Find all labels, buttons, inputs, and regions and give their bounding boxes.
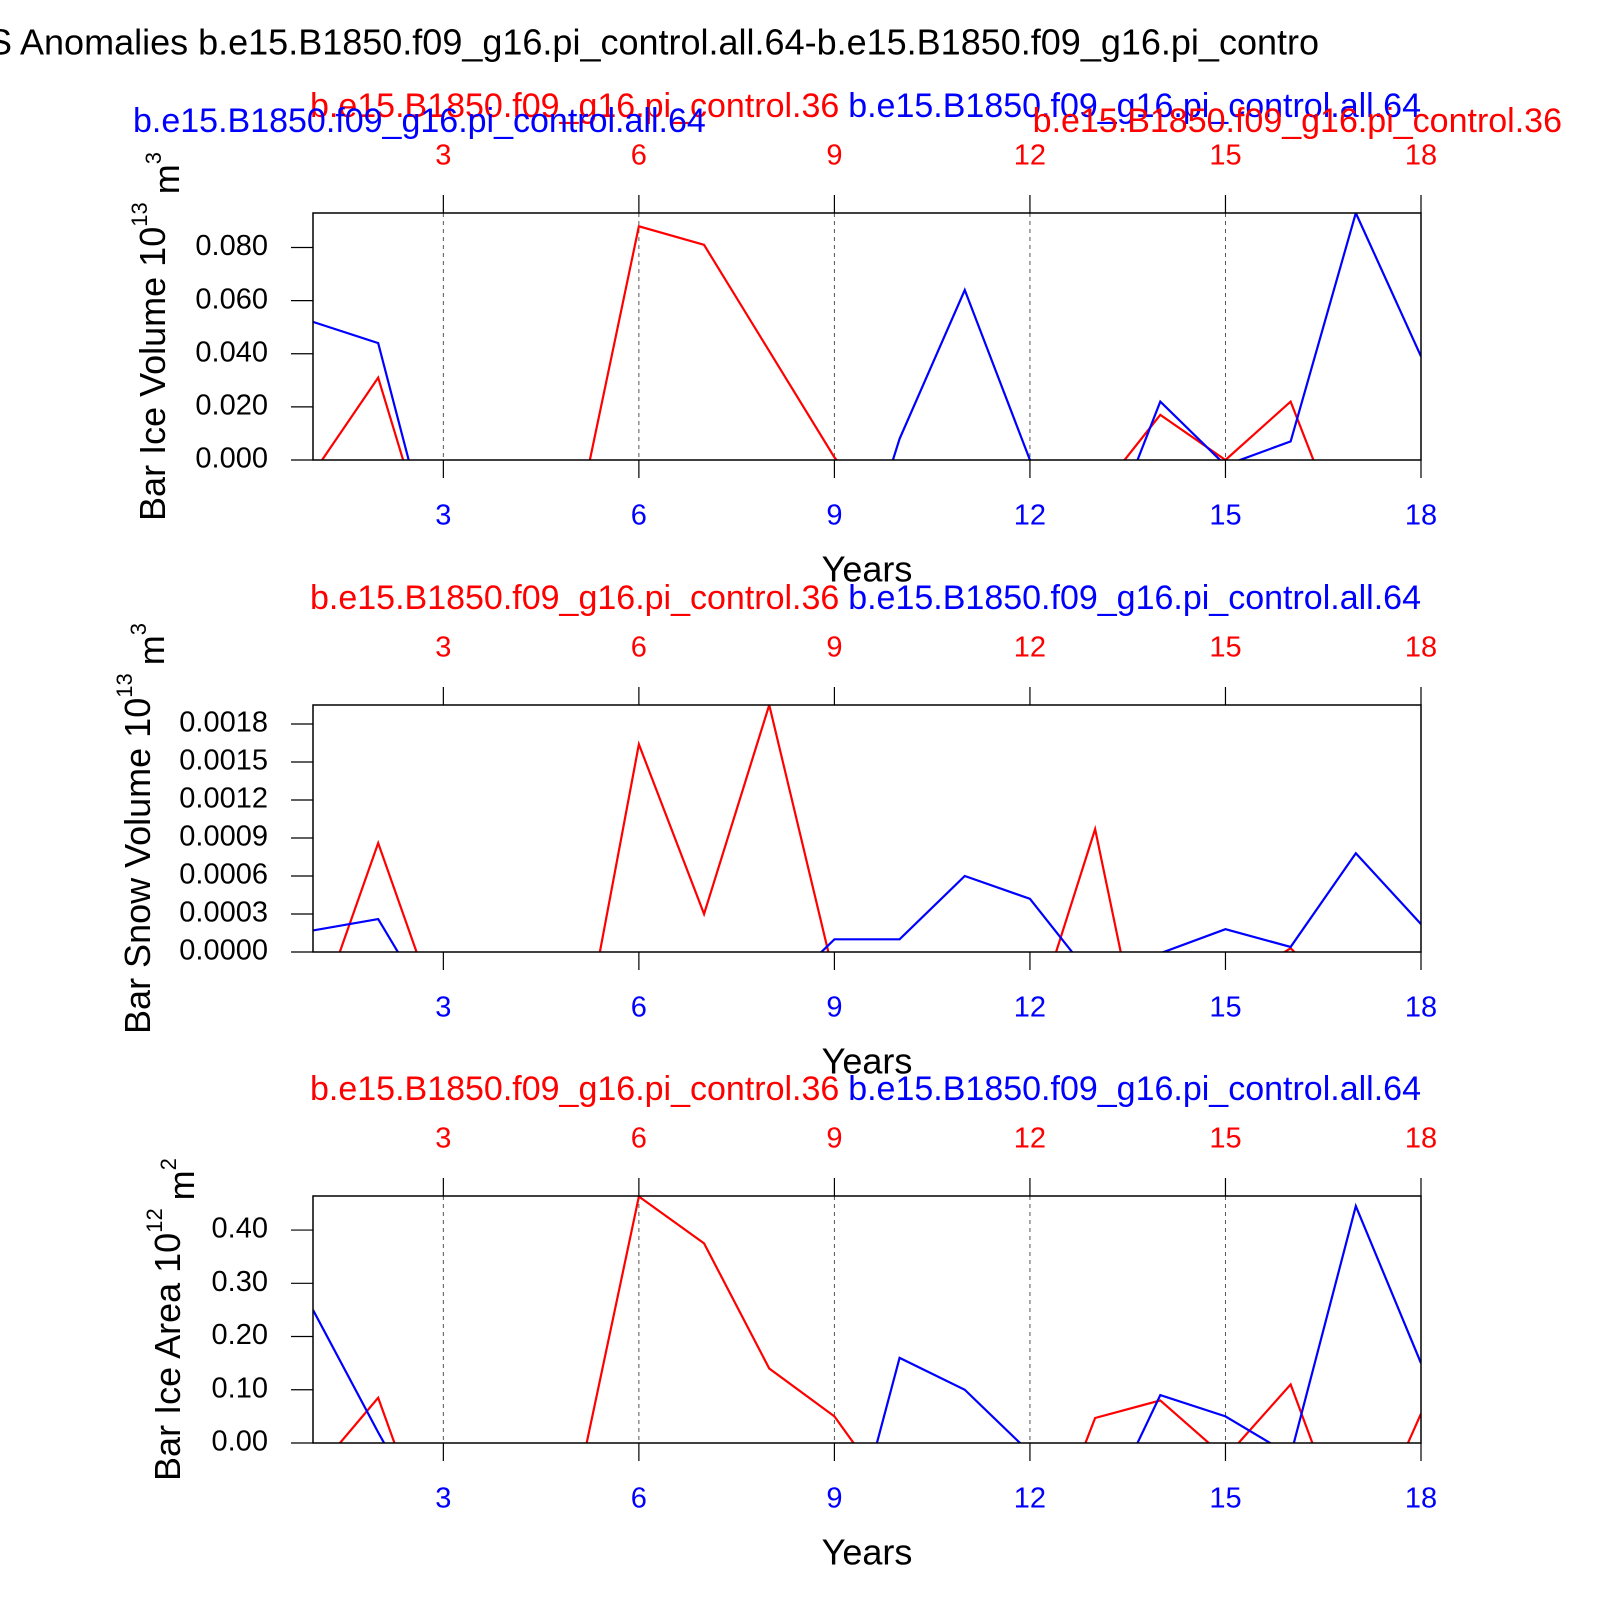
x2-tick-label: 9 [826, 632, 842, 664]
x2-tick-label: 15 [1209, 140, 1241, 172]
x2-tick-label: 6 [631, 632, 647, 664]
x-tick-label: 3 [435, 992, 451, 1024]
y-axis-label: Bar Ice Area 1012 m2 [142, 1158, 202, 1481]
x-tick-label: 6 [631, 992, 647, 1024]
y-tick-label: 0.40 [212, 1213, 268, 1245]
y-tick-label: 0.0006 [179, 859, 268, 891]
y-tick-label: 0.0000 [179, 935, 268, 967]
y-tick-label: 0.0015 [179, 745, 268, 777]
y-axis-label: Bar Snow Volume 1013 m3 [112, 623, 172, 1034]
x-axis-label: Years [822, 1041, 913, 1082]
x2-tick-label: 18 [1405, 632, 1437, 664]
x-tick-label: 3 [435, 1483, 451, 1515]
series-label: b.e15.B1850.f09_g16.pi_control.36 [310, 579, 839, 617]
y-axis-label-part: 13 [112, 673, 137, 697]
y-axis-label-part: Bar Snow Volume 10 [117, 698, 158, 1034]
data-line [313, 851, 1421, 952]
data-line [313, 1202, 1421, 1443]
series-label: b.e15.B1850.f09_g16.pi_control.36 [310, 1070, 839, 1108]
x-tick-label: 3 [435, 500, 451, 532]
y-tick-label: 0.060 [195, 283, 268, 315]
y-tick-label: 0.0012 [179, 783, 268, 815]
data-line [320, 224, 1315, 460]
y-tick-label: 0.00 [212, 1426, 268, 1458]
x2-tick-label: 12 [1014, 632, 1046, 664]
x-tick-label: 9 [826, 500, 842, 532]
plot-frame [312, 704, 1422, 953]
y-tick-label: 0.000 [195, 443, 268, 475]
chart-title: S Anomalies b.e15.B1850.f09_g16.pi_contr… [0, 22, 1319, 63]
y-tick-label: 0.10 [212, 1372, 268, 1404]
x-tick-label: 18 [1405, 500, 1437, 532]
y-axis-label-part: Bar Ice Volume 10 [132, 227, 173, 521]
x-axis-label: Years [822, 1532, 913, 1573]
series-label: b.e15.B1850.f09_g16.pi_control.36 [310, 87, 839, 125]
y-axis-label-part: 3 [126, 623, 151, 635]
x-tick-label: 15 [1209, 1483, 1241, 1515]
series-label: b.e15.B1850.f09_g16.pi_control.all.64 [848, 87, 1421, 125]
x2-tick-label: 3 [435, 1123, 451, 1155]
plot-frame [312, 212, 1422, 461]
y-tick-label: 0.20 [212, 1319, 268, 1351]
x-tick-label: 9 [826, 1483, 842, 1515]
series-label: b.e15.B1850.f09_g16.pi_control.all.64 [848, 1070, 1421, 1108]
x-tick-label: 12 [1014, 1483, 1046, 1515]
x-tick-label: 12 [1014, 992, 1046, 1024]
y-axis-label-part: m [131, 635, 172, 665]
x-tick-label: 9 [826, 992, 842, 1024]
x-tick-label: 15 [1209, 500, 1241, 532]
x-axis-label: Years [822, 549, 913, 590]
series-label: b.e15.B1850.f09_g16.pi_control.all.64 [133, 102, 706, 140]
x2-tick-label: 15 [1209, 1123, 1241, 1155]
y-axis-label-part: 13 [127, 202, 152, 226]
x-tick-label: 6 [631, 1483, 647, 1515]
y-tick-label: 0.30 [212, 1266, 268, 1298]
x2-tick-label: 12 [1014, 1123, 1046, 1155]
x-tick-label: 18 [1405, 1483, 1437, 1515]
series-label: b.e15.B1850.f09_g16.pi_control.all.64 [848, 579, 1421, 617]
x2-tick-label: 9 [826, 1123, 842, 1155]
x-tick-label: 6 [631, 500, 647, 532]
y-axis-label-part: 2 [156, 1158, 181, 1170]
x2-tick-label: 6 [631, 140, 647, 172]
x2-tick-label: 18 [1405, 1123, 1437, 1155]
x2-tick-label: 6 [631, 1123, 647, 1155]
y-axis-label-part: Bar Ice Area 10 [147, 1233, 188, 1481]
x2-tick-label: 9 [826, 140, 842, 172]
y-axis-label-part: m [146, 164, 187, 194]
x2-tick-label: 15 [1209, 632, 1241, 664]
x2-tick-label: 3 [435, 632, 451, 664]
y-tick-label: 0.0003 [179, 897, 268, 929]
series-label: b.e15.B1850.f09_g16.pi_control.36 [1033, 102, 1562, 140]
x-tick-label: 15 [1209, 992, 1241, 1024]
y-axis-label-part: 3 [141, 152, 166, 164]
y-tick-label: 0.020 [195, 390, 268, 422]
x-tick-label: 12 [1014, 500, 1046, 532]
plot-frame [312, 1195, 1422, 1444]
y-tick-label: 0.080 [195, 230, 268, 262]
y-axis-label-part: 12 [142, 1208, 167, 1232]
x2-tick-label: 18 [1405, 140, 1437, 172]
x2-tick-label: 3 [435, 140, 451, 172]
y-axis-label-part: m [161, 1170, 202, 1200]
y-tick-label: 0.040 [195, 336, 268, 368]
data-line [338, 1196, 1421, 1443]
x2-tick-label: 12 [1014, 140, 1046, 172]
y-axis-label: Bar Ice Volume 1013 m3 [127, 152, 187, 521]
y-tick-label: 0.0009 [179, 821, 268, 853]
y-tick-label: 0.0018 [179, 707, 268, 739]
x-tick-label: 18 [1405, 992, 1437, 1024]
